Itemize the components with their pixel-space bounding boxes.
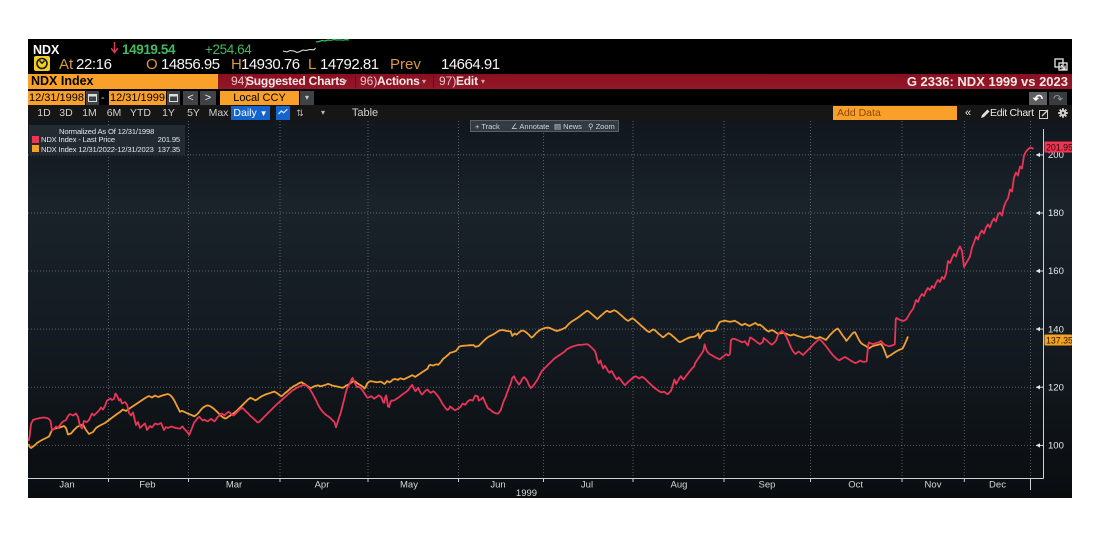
svg-text:Apr: Apr: [315, 480, 330, 491]
svg-text:120: 120: [1048, 382, 1064, 393]
svg-text:Dec: Dec: [989, 480, 1006, 491]
svg-text:1999: 1999: [516, 488, 537, 498]
svg-text:200: 200: [1048, 150, 1064, 161]
svg-text:160: 160: [1048, 266, 1064, 277]
svg-text:201.95: 201.95: [1046, 142, 1072, 152]
svg-text:Jun: Jun: [490, 480, 505, 491]
svg-text:Jan: Jan: [59, 480, 74, 491]
svg-text:Nov: Nov: [925, 480, 942, 491]
svg-text:May: May: [400, 480, 418, 491]
svg-text:Jul: Jul: [581, 480, 593, 491]
svg-text:140: 140: [1048, 324, 1064, 335]
svg-text:180: 180: [1048, 208, 1064, 219]
svg-text:Oct: Oct: [848, 480, 863, 491]
svg-text:137.35: 137.35: [1046, 335, 1072, 345]
svg-text:Feb: Feb: [139, 480, 155, 491]
svg-text:Sep: Sep: [759, 480, 776, 491]
svg-text:Aug: Aug: [671, 480, 688, 491]
svg-text:Mar: Mar: [226, 480, 242, 491]
svg-text:100: 100: [1048, 441, 1064, 452]
